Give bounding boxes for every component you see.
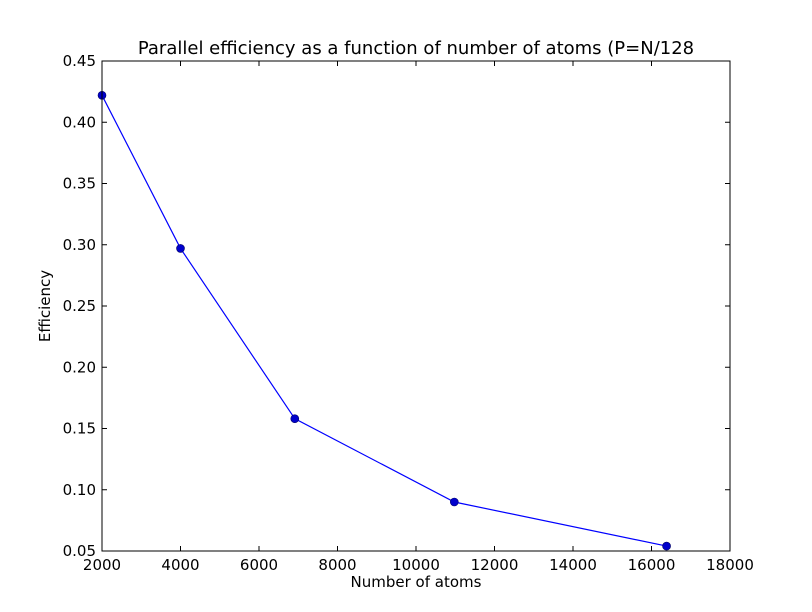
x-tick-label: 8000 [318, 556, 356, 574]
plot-frame [101, 60, 731, 552]
y-tick-label: 0.45 [63, 52, 96, 70]
y-axis-label: Efficiency [36, 270, 54, 342]
x-tick-label: 14000 [549, 556, 597, 574]
y-tick-label: 0.20 [63, 358, 96, 376]
y-tick-label: 0.25 [63, 297, 96, 315]
data-point [450, 497, 459, 507]
x-tick-label: 4000 [161, 556, 199, 574]
y-tick-label: 0.40 [63, 113, 96, 131]
axis-ticks: 2000 4000 6000 8000 10000 12000 14000 16000 1800… [63, 52, 754, 574]
x-tick-label: 18000 [706, 556, 754, 574]
x-tick-label: 10000 [392, 556, 440, 574]
y-tick-label: 0.35 [63, 175, 96, 193]
data-point [290, 414, 300, 424]
x-axis-label: Number of atoms [351, 573, 482, 591]
y-tick-label: 0.15 [63, 420, 96, 438]
y-tick-label: 0.30 [63, 236, 96, 254]
data-point [176, 244, 185, 253]
y-tick-label: 0.05 [63, 542, 96, 560]
data-point [662, 541, 671, 551]
chart-title: Parallel efficiency as a function of num… [138, 38, 694, 59]
y-tick-label: 0.10 [63, 481, 96, 499]
x-tick-label: 16000 [628, 556, 676, 574]
series-layer [97, 91, 671, 551]
plot-area [102, 61, 730, 551]
x-tick-label: 12000 [471, 556, 519, 574]
x-tick-label: 2000 [83, 556, 121, 574]
x-tick-label: 6000 [240, 556, 278, 574]
